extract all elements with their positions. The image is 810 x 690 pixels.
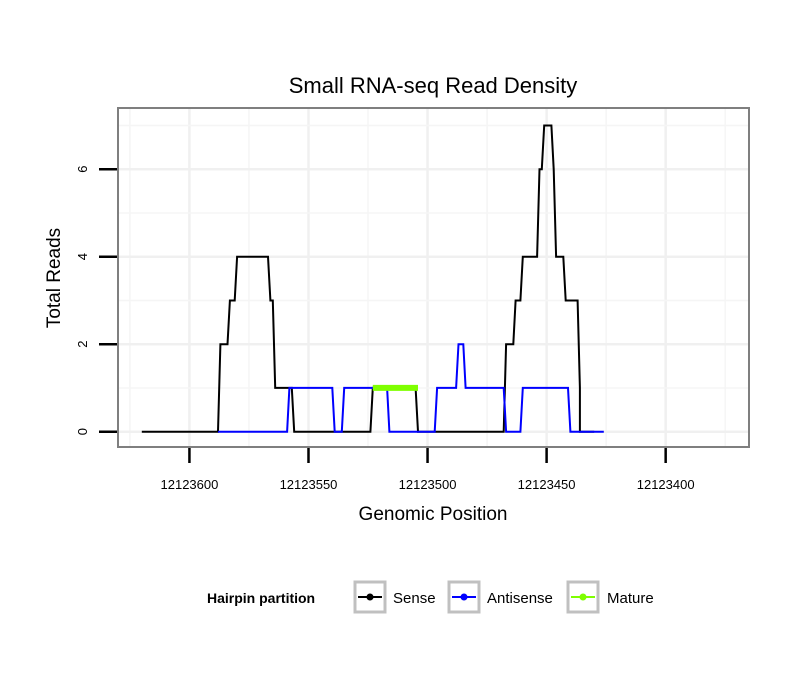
x-axis-title: Genomic Position [359,504,508,525]
series-line-antisense [218,343,604,433]
legend-label-mature: Mature [607,590,654,607]
chart-title: Small RNA-seq Read Density [289,73,578,98]
y-tick-label: 2 [75,341,90,348]
y-tick-label: 0 [75,428,90,435]
plot-panel [117,107,750,448]
legend-label-antisense: Antisense [487,590,553,607]
x-axis: 12123600 12123550 12123500 12123450 12123400 [161,448,695,492]
x-tick-label: 12123500 [399,477,457,492]
y-tick-label: 4 [75,253,90,260]
legend-title: Hairpin partition [207,590,315,606]
legend-item-antisense: Antisense [447,580,553,614]
legend: Hairpin partition Sense Antisense Mature [207,580,654,614]
x-tick-label: 12123550 [280,477,338,492]
y-axis-title: Total Reads [44,228,65,328]
x-tick-label: 12123400 [637,477,695,492]
y-axis: 0 2 4 6 [75,166,117,435]
x-tick-label: 12123450 [518,477,576,492]
grid-lines [118,108,749,447]
x-tick-label: 12123600 [161,477,219,492]
mature-swatch-icon [579,593,587,601]
y-tick-label: 6 [75,166,90,173]
sense-swatch-icon [366,593,374,601]
legend-label-sense: Sense [393,590,436,607]
series-line-sense [141,124,595,433]
antisense-swatch-icon [460,593,468,601]
series-layer [141,124,604,433]
legend-item-sense: Sense [353,580,436,614]
legend-item-mature: Mature [566,580,654,614]
